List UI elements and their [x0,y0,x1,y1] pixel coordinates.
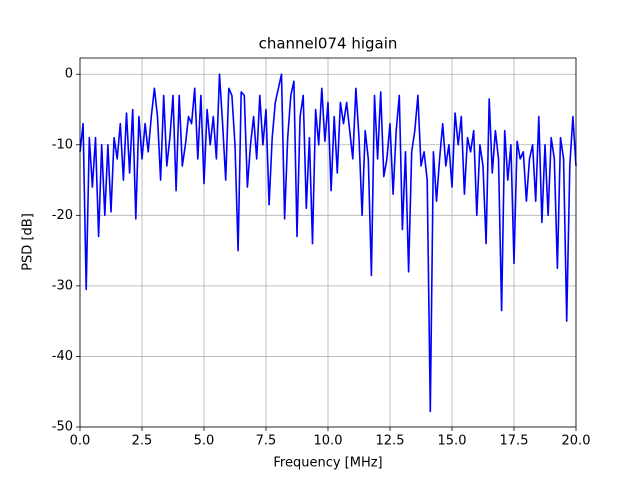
data-line [79,73,577,413]
y-tick-label: -20 [52,208,73,223]
x-tick-label: 7.5 [256,434,277,449]
y-tick-label: -10 [52,137,73,152]
plot-frame [79,57,577,428]
x-axis-label: Frequency [MHz] [273,456,382,471]
y-tick-label: -30 [52,278,73,293]
y-axis-label: PSD [dB] [21,213,36,271]
x-tick-label: 5.0 [194,434,215,449]
y-tick-label: -40 [52,349,73,364]
x-tick-label: 12.5 [376,434,405,449]
y-tick-label: 0 [65,67,73,82]
x-tick-label: 0.0 [70,434,91,449]
x-tick-label: 15.0 [438,434,467,449]
x-tick-label: 17.5 [500,434,529,449]
x-tick-label: 2.5 [132,434,153,449]
chart-title: channel074 higain [259,35,398,53]
y-tick-label: -50 [52,420,73,435]
x-tick-label: 10.0 [314,434,343,449]
x-tick-label: 20.0 [562,434,591,449]
